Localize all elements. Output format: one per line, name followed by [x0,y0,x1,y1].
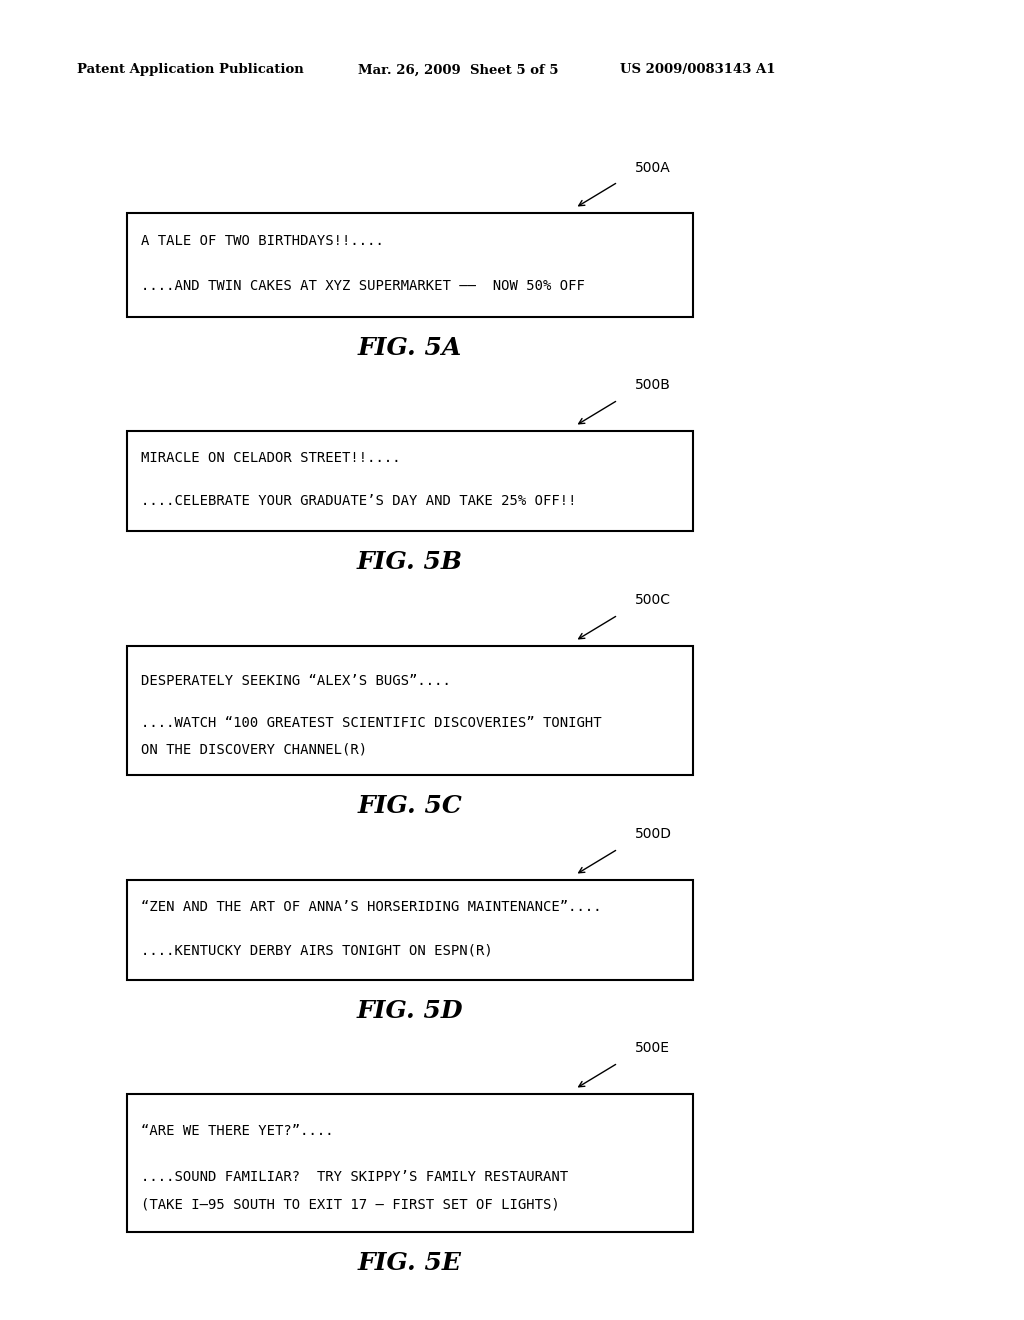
Text: 500D: 500D [635,828,672,841]
Text: “ARE WE THERE YET?”....: “ARE WE THERE YET?”.... [141,1125,334,1138]
Text: ON THE DISCOVERY CHANNEL(R): ON THE DISCOVERY CHANNEL(R) [141,742,368,756]
Text: ....SOUND FAMILIAR?  TRY SKIPPY’S FAMILY RESTAURANT: ....SOUND FAMILIAR? TRY SKIPPY’S FAMILY … [141,1170,568,1184]
Text: 500A: 500A [635,161,671,176]
Text: ....KENTUCKY DERBY AIRS TONIGHT ON ESPN(R): ....KENTUCKY DERBY AIRS TONIGHT ON ESPN(… [141,942,493,957]
Text: ....AND TWIN CAKES AT XYZ SUPERMARKET ––  NOW 50% OFF: ....AND TWIN CAKES AT XYZ SUPERMARKET ––… [141,279,585,293]
Text: ....WATCH “100 GREATEST SCIENTIFIC DISCOVERIES” TONIGHT: ....WATCH “100 GREATEST SCIENTIFIC DISCO… [141,717,602,730]
Text: “ZEN AND THE ART OF ANNA’S HORSERIDING MAINTENANCE”....: “ZEN AND THE ART OF ANNA’S HORSERIDING M… [141,900,602,913]
Text: FIG. 5D: FIG. 5D [356,999,463,1023]
Bar [127,645,693,775]
Text: Mar. 26, 2009  Sheet 5 of 5: Mar. 26, 2009 Sheet 5 of 5 [358,63,558,77]
Bar [127,1094,693,1232]
Text: 500B: 500B [635,378,671,392]
Bar [127,213,693,317]
Text: (TAKE I–95 SOUTH TO EXIT 17 – FIRST SET OF LIGHTS): (TAKE I–95 SOUTH TO EXIT 17 – FIRST SET … [141,1197,560,1212]
Text: 500C: 500C [635,593,671,607]
Text: FIG. 5E: FIG. 5E [358,1251,462,1275]
Text: DESPERATELY SEEKING “ALEX’S BUGS”....: DESPERATELY SEEKING “ALEX’S BUGS”.... [141,673,451,688]
Text: 500E: 500E [635,1041,670,1055]
Bar [127,432,693,531]
Text: FIG. 5A: FIG. 5A [357,337,462,360]
Text: FIG. 5B: FIG. 5B [357,550,463,574]
Text: FIG. 5C: FIG. 5C [357,795,463,818]
Text: Patent Application Publication: Patent Application Publication [77,63,304,77]
Text: ....CELEBRATE YOUR GRADUATE’S DAY AND TAKE 25% OFF!!: ....CELEBRATE YOUR GRADUATE’S DAY AND TA… [141,494,577,508]
Text: MIRACLE ON CELADOR STREET!!....: MIRACLE ON CELADOR STREET!!.... [141,451,400,465]
Text: A TALE OF TWO BIRTHDAYS!!....: A TALE OF TWO BIRTHDAYS!!.... [141,234,384,248]
Bar [127,880,693,979]
Text: US 2009/0083143 A1: US 2009/0083143 A1 [620,63,775,77]
